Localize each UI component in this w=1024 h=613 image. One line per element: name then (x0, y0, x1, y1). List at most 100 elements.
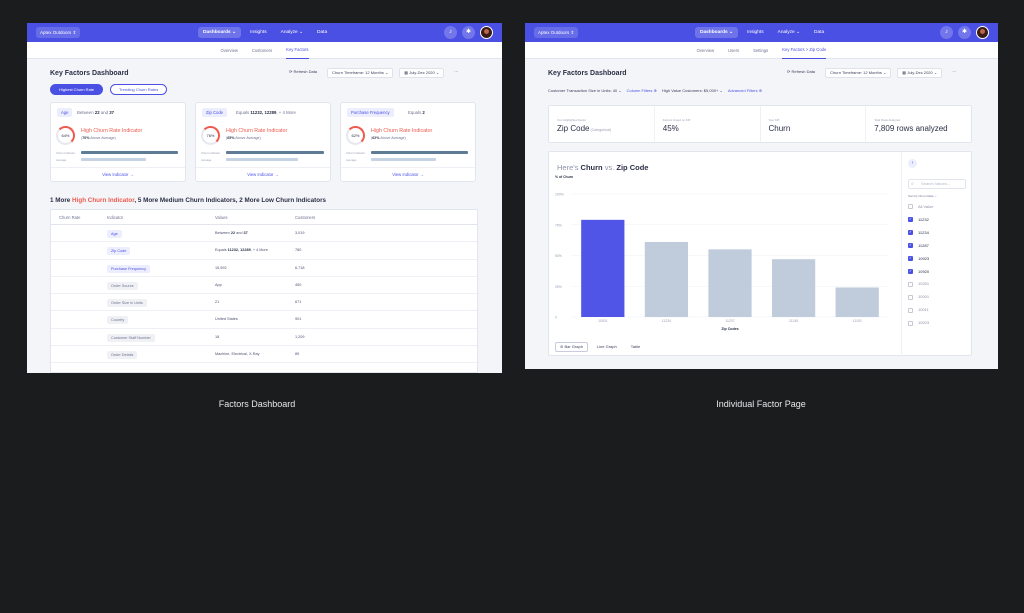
col-customers[interactable]: Customers (295, 215, 316, 220)
customer-count: 6,718 (295, 265, 305, 270)
timeframe-select[interactable]: Churn Timeframe: 12 Months ⌄ (825, 68, 892, 78)
tab-users[interactable]: Users (728, 47, 740, 53)
tab-settings[interactable]: Settings (753, 47, 769, 53)
table-row[interactable]: Order Details Machine, Electrical, X-Ray 8… (51, 346, 477, 364)
page-title: Key Factors Dashboard (548, 70, 627, 77)
x-tick-label: 11234 (662, 319, 671, 323)
highest-churn-pill[interactable]: Highest Churn Rate (50, 84, 104, 95)
search-input[interactable]: Search Values... (908, 179, 966, 189)
value-checkbox[interactable]: 10001 (908, 294, 929, 300)
table-row[interactable]: Country United States 901 (51, 311, 477, 329)
chevron-right-icon[interactable]: › (908, 159, 917, 168)
bell-icon[interactable]: ♪ (940, 26, 953, 39)
table-header: Churn Rate Indicator Values Customers (51, 210, 477, 225)
chart-type-tabs: ⊘ Bar Graph Line Graph Table (555, 342, 645, 352)
indicator-values: 21 (215, 300, 220, 305)
indicator-chip[interactable]: Customer Staff Number (107, 333, 155, 342)
tab-overview[interactable]: Overview (220, 47, 238, 53)
table-row[interactable]: Order Size in Units 21 671 (51, 294, 477, 312)
table-tab[interactable]: Table (630, 344, 641, 349)
bar-graph-tab[interactable]: ⊘ Bar Graph (555, 342, 588, 352)
table-row[interactable]: Customer Staff Number 18 1,209 (51, 329, 477, 347)
nav-insights[interactable]: Insights (250, 30, 267, 35)
tab-customers[interactable]: Customers (251, 47, 273, 53)
view-indicator-link[interactable]: View Indicator → (196, 167, 330, 181)
column-filters-button[interactable]: Column Filters ⊕ (626, 88, 657, 93)
values-sidebar: › Search Values... ⌕ Sort by Churn Rate … (901, 152, 973, 357)
more-icon[interactable]: ··· (454, 69, 459, 74)
value-checkbox[interactable]: 10023 (908, 320, 929, 326)
value-checkbox[interactable]: ✓ 10923 (908, 255, 930, 262)
nav-analyze[interactable]: Analyze ⌄ (777, 30, 801, 35)
refresh-button[interactable]: ⟳ Refresh Data (289, 69, 318, 74)
top-nav: Aptex Outdoors ⇕ Dashboards ⌄ Insights A… (27, 23, 502, 42)
value-checkbox[interactable]: 10251 (908, 281, 929, 287)
col-churn-rate[interactable]: Churn Rate (59, 215, 81, 220)
value-checkbox[interactable]: All Value (908, 204, 934, 210)
x-tick-label: 11192 (853, 319, 862, 323)
refresh-button[interactable]: ⟳ Refresh Data (787, 69, 816, 74)
toolbar: ⟳ Refresh Data Churn Timeframe: 12 Month… (285, 68, 462, 78)
stat-rows-analyzed: Total Rows Analyzed 7,809 rows analyzed (874, 118, 948, 133)
table-row[interactable]: Order Source App 450 (51, 277, 477, 295)
checkbox-icon: ✓ (908, 230, 913, 236)
nav-data[interactable]: Data (317, 30, 328, 35)
value-checkbox[interactable]: ✓ 11287 (908, 242, 929, 249)
gear-icon[interactable]: ✱ (462, 26, 475, 39)
nav-dashboards[interactable]: Dashboards ⌄ (198, 27, 242, 38)
more-icon[interactable]: ··· (952, 69, 957, 74)
org-switcher[interactable]: Aptex Outdoors ⇕ (36, 27, 81, 38)
y-tick-label: 50% (555, 254, 562, 258)
customer-count: 1,209 (295, 334, 305, 339)
col-values[interactable]: Values (215, 215, 228, 220)
value-checkbox[interactable]: ✓ 11234 (908, 229, 929, 236)
nav-icons: ♪ ✱ (444, 26, 493, 39)
indicator-chip[interactable]: Zip Code (107, 247, 131, 256)
indicator-chip[interactable]: Order Source (107, 281, 138, 290)
trending-churn-pill[interactable]: Trending Churn Rates (110, 84, 168, 95)
avatar[interactable] (976, 26, 989, 39)
table-row[interactable]: Purchase Frequency 15,992 6,718 (51, 260, 477, 277)
churn-bar (81, 151, 178, 154)
col-indicator[interactable]: Indicator (107, 215, 124, 220)
transaction-size-filter[interactable]: Customer Transaction Size in Units: 40 ⌄ (548, 88, 622, 93)
view-indicator-link[interactable]: View Indicator → (341, 167, 475, 181)
sort-select[interactable]: Sort by Churn Rate ⌄ (908, 194, 938, 198)
customer-count: 89 (295, 352, 300, 357)
stats-row: Your Highlighted Factor Zip Code (Catego… (548, 105, 972, 143)
indicator-chip[interactable]: Order Size in Units (107, 299, 147, 308)
checkbox-icon (908, 204, 913, 210)
stat-factor-impact: Factors Impact on KPI 45% (655, 106, 761, 142)
high-value-filter[interactable]: High Value Customers: $5,000+ ⌄ (661, 88, 723, 93)
avatar[interactable] (480, 26, 493, 39)
chart-bar (835, 287, 879, 317)
breadcrumb[interactable]: Key Factors > Zip Code (782, 41, 827, 59)
value-checkbox[interactable]: ✓ 10920 (908, 268, 930, 274)
advanced-filters-button[interactable]: Advanced Filters ⊕ (727, 88, 763, 93)
tab-key-factors[interactable]: Key Factors (286, 41, 309, 59)
nav-dashboards[interactable]: Dashboards ⌄ (695, 27, 739, 38)
indicator-title: High Churn Rate Indicator (81, 128, 143, 134)
nav-insights[interactable]: Insights (747, 30, 764, 35)
bell-icon[interactable]: ♪ (444, 26, 457, 39)
table-row[interactable]: Age Between 22 and 37 3,019 (51, 225, 477, 243)
table-row[interactable]: Zip Code Equals 11232, 12289, + 4 More 780 (51, 242, 477, 260)
value-checkbox[interactable]: ✓ 11232 (908, 216, 929, 223)
indicator-chip[interactable]: Order Details (107, 351, 138, 360)
date-range-select[interactable]: ▦ July-Dec 2020 ⌄ (897, 68, 943, 78)
indicators-table: Churn Rate Indicator Values Customers Ag… (50, 209, 478, 373)
org-switcher[interactable]: Aptex Outdoors ⇕ (534, 27, 579, 38)
value-checkbox[interactable]: 10011 (908, 307, 929, 313)
indicator-chip[interactable]: Age (107, 230, 122, 238)
indicator-chip[interactable]: Purchase Frequency (107, 264, 151, 273)
nav-data[interactable]: Data (814, 30, 825, 35)
nav-analyze[interactable]: Analyze ⌄ (280, 30, 304, 35)
indicator-chip[interactable]: Country (107, 316, 129, 325)
tab-overview[interactable]: Overview (696, 47, 715, 53)
timeframe-select[interactable]: Churn Timeframe: 12 Months ⌄ (327, 68, 394, 78)
indicator-card: Purchase Frequency Equals 2 62% High Chu… (340, 102, 476, 182)
line-graph-tab[interactable]: Line Graph (596, 344, 617, 349)
gear-icon[interactable]: ✱ (958, 26, 971, 39)
date-range-select[interactable]: ▦ July-Dec 2020 ⌄ (399, 68, 445, 78)
view-indicator-link[interactable]: View Indicator → (51, 167, 185, 181)
